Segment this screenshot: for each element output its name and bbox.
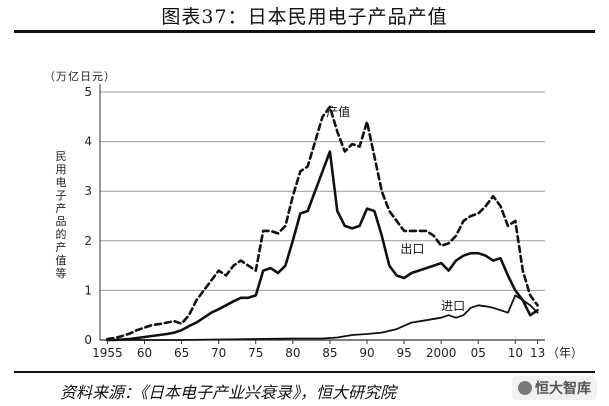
watermark-text: 恒大智库 (535, 381, 591, 397)
x-tick-label: 1955 (92, 346, 123, 360)
source-note: 资料来源：《日本电子产业兴衰录》，恒大研究院 (60, 383, 397, 402)
x-tick-label: 2000 (426, 346, 457, 360)
series-label: 产值 (326, 104, 350, 119)
series-line-2 (106, 294, 539, 341)
series-label: 出口 (400, 242, 424, 256)
x-tick-label: 10 (508, 346, 523, 360)
y-axis-title: 民用电子产品的产值等 (55, 150, 67, 280)
y-tick-label: 1 (84, 283, 92, 297)
x-tick-label: 70 (211, 346, 226, 360)
grid-lines (100, 91, 545, 291)
y-tick-label: 3 (84, 184, 92, 198)
y-tick-label: 0 (84, 333, 92, 347)
x-tick-label: 05 (471, 346, 486, 360)
y-tick-label: 4 (84, 135, 92, 149)
x-tick-label: 60 (137, 346, 152, 360)
x-tick-labels: 1955 60 65 70 75 80 85 90 95 2000 05 10 13 （年） (92, 346, 583, 360)
x-tick-label: 90 (359, 346, 374, 360)
watermark: 恒大智库 (512, 376, 597, 400)
title-rule (14, 30, 595, 33)
y-unit-label: （万亿日元） (44, 70, 116, 83)
figure-title: 图表37：日本民用电子产品产值 (161, 6, 448, 28)
x-tick-label: 80 (285, 346, 300, 360)
series-label: 进口 (441, 299, 465, 313)
y-tick-label: 2 (84, 234, 92, 248)
y-tick-label: 5 (84, 85, 92, 99)
x-axis-suffix: （年） (547, 346, 583, 360)
x-tick-label: 95 (396, 346, 411, 360)
x-tick-label: 85 (322, 346, 337, 360)
chat-bubble-icon (518, 381, 532, 395)
x-tick-label: 13 (530, 346, 545, 360)
x-tick-label: 75 (248, 346, 263, 360)
series-lines (106, 105, 539, 342)
source-rule (14, 371, 595, 373)
series-line-0 (106, 105, 539, 341)
y-tick-labels: 0 1 2 3 4 5 (84, 85, 92, 347)
series-line-1 (106, 150, 539, 342)
x-tick-label: 65 (174, 346, 189, 360)
